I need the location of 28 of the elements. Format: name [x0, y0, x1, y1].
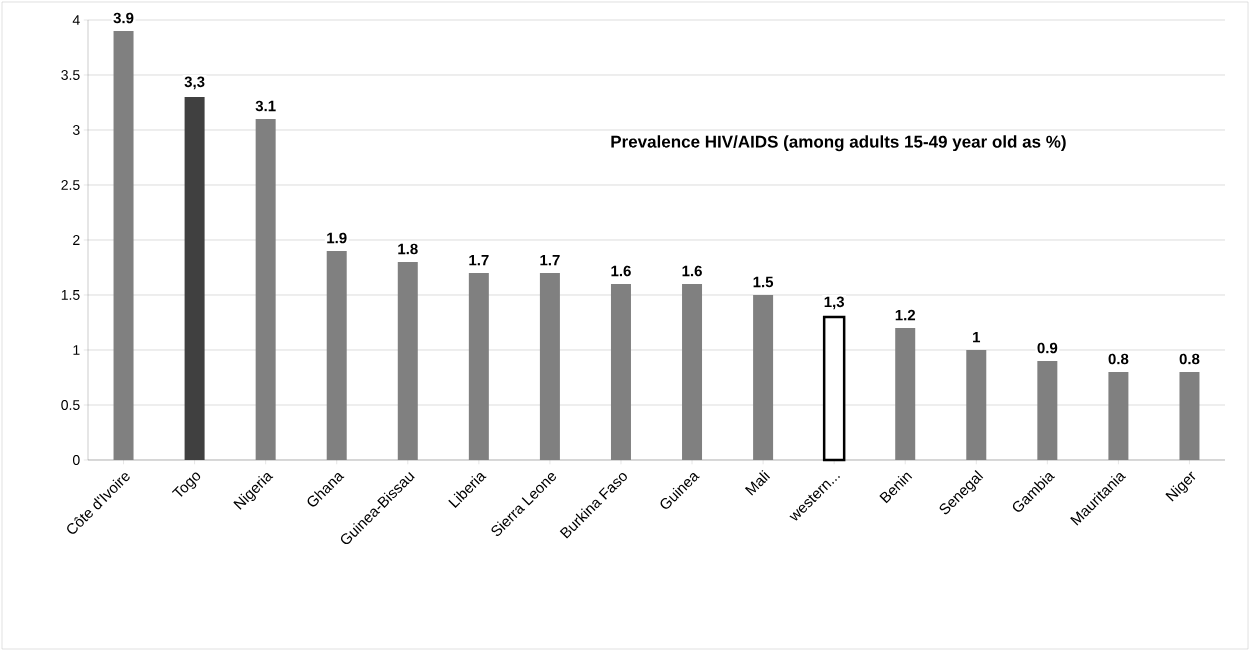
y-tick-label: 3 [72, 125, 80, 135]
data-label: 1.8 [398, 243, 418, 255]
bar [184, 97, 205, 460]
data-label: 0.8 [1108, 353, 1129, 365]
data-label: 0.9 [1037, 342, 1058, 354]
y-tick-label: 3.5 [61, 70, 80, 80]
data-label: 1.7 [540, 254, 560, 266]
data-label: 3.1 [255, 100, 276, 112]
y-tick-label: 0 [72, 455, 80, 465]
data-label: 3.9 [113, 12, 134, 24]
data-label: 1.6 [682, 265, 702, 277]
y-tick-label: 4 [72, 15, 80, 25]
y-tick-label: 1.5 [61, 290, 80, 300]
data-label: 1.2 [895, 309, 916, 321]
y-tick-label: 1 [73, 345, 80, 355]
y-tick-label: 2 [73, 235, 80, 245]
data-label: 1.7 [469, 254, 489, 266]
data-label: 1.9 [327, 232, 347, 244]
text: Prevalence HIV/AIDS (among adults 15-49 year old as %) [611, 135, 1066, 152]
data-label: 1 [973, 331, 981, 343]
data-label: 0.8 [1179, 353, 1200, 365]
data-label: 1,3 [824, 296, 845, 310]
y-tick-label: 2.5 [61, 180, 80, 190]
data-label: 1.6 [611, 265, 631, 277]
data-label: 1.5 [753, 276, 774, 288]
x-tick-label: Togo [171, 472, 201, 497]
y-tick-label: 0.5 [61, 400, 80, 410]
data-label: 3,3 [184, 76, 205, 90]
